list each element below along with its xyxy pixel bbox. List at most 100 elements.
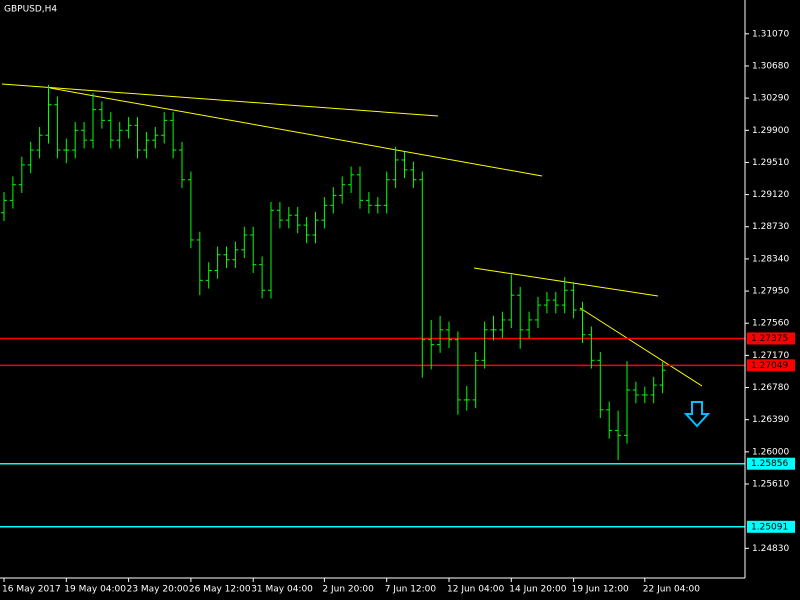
x-tick-label: 14 Jun 20:00: [509, 585, 566, 595]
plot-area: [0, 83, 745, 528]
ohlc-bar: [161, 112, 168, 144]
ohlc-bar: [428, 319, 435, 370]
ohlc-bar: [98, 101, 105, 129]
ohlc-bar: [624, 361, 630, 444]
y-tick-label: 1.27560: [752, 319, 789, 329]
x-tick-label: 12 Jun 04:00: [447, 585, 504, 595]
ohlc-bar: [223, 246, 230, 268]
ohlc-bar: [205, 262, 212, 289]
trendline: [49, 87, 543, 177]
ohlc-bar: [535, 296, 541, 329]
ohlc-bar: [650, 376, 657, 404]
x-tick-label: 19 Jun 12:00: [572, 585, 629, 595]
ohlc-bar: [401, 151, 408, 179]
ohlc-bar: [579, 301, 586, 344]
ohlc-bar: [312, 211, 319, 244]
ohlc-bar: [481, 321, 488, 369]
y-tick-label: 1.27170: [752, 351, 789, 361]
ohlc-bar: [454, 331, 461, 415]
y-tick-label: 1.27950: [752, 287, 789, 297]
ohlc-bar: [526, 311, 533, 339]
ohlc-bar: [472, 352, 479, 409]
ohlc-bar: [81, 122, 88, 149]
ohlc-bar: [392, 146, 399, 188]
x-tick-label: 16 May 2017: [2, 585, 61, 595]
ohlc-bar: [570, 281, 577, 319]
ohlc-bar: [107, 112, 114, 149]
chart-title: GBPUSD,H4: [4, 5, 57, 15]
ohlc-bar: [134, 117, 141, 159]
ohlc-bar: [419, 171, 426, 378]
x-tick-label: 2 Jun 20:00: [322, 585, 374, 595]
ohlc-bar: [232, 241, 239, 268]
ohlc-bar: [18, 156, 25, 193]
ohlc-bar: [499, 311, 506, 339]
ohlc-bar: [9, 176, 16, 209]
level-label: 1.27375: [751, 334, 788, 344]
ohlc-bar: [72, 122, 79, 159]
ohlc-bar: [45, 84, 52, 144]
ohlc-bar: [517, 286, 524, 349]
x-tick-label: 7 Jun 12:00: [385, 585, 437, 595]
ohlc-bar: [446, 321, 452, 348]
y-tick-label: 1.25610: [752, 480, 789, 490]
ohlc-bar: [54, 96, 61, 159]
ohlc-bar: [339, 176, 346, 204]
y-tick-label: 1.31070: [752, 29, 789, 39]
ohlc-bar: [321, 197, 328, 229]
y-tick-label: 1.24830: [752, 544, 789, 554]
level-label: 1.25856: [751, 459, 788, 469]
x-tick-label: 23 May 20:00: [127, 585, 189, 595]
ohlc-bar: [214, 246, 221, 279]
ohlc-bar: [170, 112, 177, 159]
ohlc-bar: [641, 386, 648, 404]
ohlc-bar: [410, 161, 417, 188]
y-tick-label: 1.29900: [752, 126, 789, 136]
ohlc-bar: [561, 277, 568, 314]
ohlc-bar: [152, 126, 159, 149]
ohlc-bar: [250, 226, 257, 273]
y-tick-label: 1.26780: [752, 383, 789, 393]
y-tick-label: 1.29120: [752, 190, 789, 200]
y-tick-label: 1.26000: [752, 447, 789, 457]
y-tick-label: 1.30680: [752, 61, 789, 71]
ohlc-bar: [463, 385, 470, 411]
ohlc-bar: [63, 138, 70, 164]
y-tick-label: 1.26390: [752, 415, 789, 425]
x-tick-label: 22 Jun 04:00: [643, 585, 700, 595]
ohlc-bar: [437, 315, 444, 353]
ohlc-bar: [552, 291, 559, 314]
ohlc-bar: [196, 231, 203, 296]
level-label-box: [747, 520, 795, 533]
ohlc-bar: [285, 206, 292, 229]
ohlc-bar: [588, 326, 595, 369]
ohlc-bar: [615, 410, 622, 461]
ohlc-bar: [27, 141, 34, 174]
ohlc-bar: [330, 187, 337, 214]
ohlc-bar: [179, 141, 185, 188]
y-tick-label: 1.28340: [752, 254, 789, 264]
ohlc-bar: [606, 401, 613, 439]
ohlc-bar: [490, 315, 497, 341]
level-label-box: [747, 332, 795, 345]
y-tick-label: 1.30290: [752, 94, 789, 104]
ohlc-bar: [508, 274, 515, 329]
ohlc-bar: [632, 381, 639, 404]
y-tick-label: 1.29510: [752, 158, 789, 168]
x-tick-label: 19 May 04:00: [64, 585, 126, 595]
ohlc-bar: [348, 166, 355, 193]
level-label: 1.27049: [751, 361, 788, 371]
ohlc-bar: [303, 216, 310, 244]
ohlc-bar: [357, 166, 363, 209]
y-tick-label: 1.28730: [752, 222, 789, 232]
ohlc-bar: [276, 202, 283, 229]
ohlc-bar: [259, 256, 266, 299]
ohlc-bar: [365, 192, 372, 214]
x-tick-label: 26 May 12:00: [189, 585, 251, 595]
ohlc-bar: [143, 131, 150, 159]
ohlc-bar: [36, 126, 43, 159]
ohlc-bar: [125, 117, 132, 139]
